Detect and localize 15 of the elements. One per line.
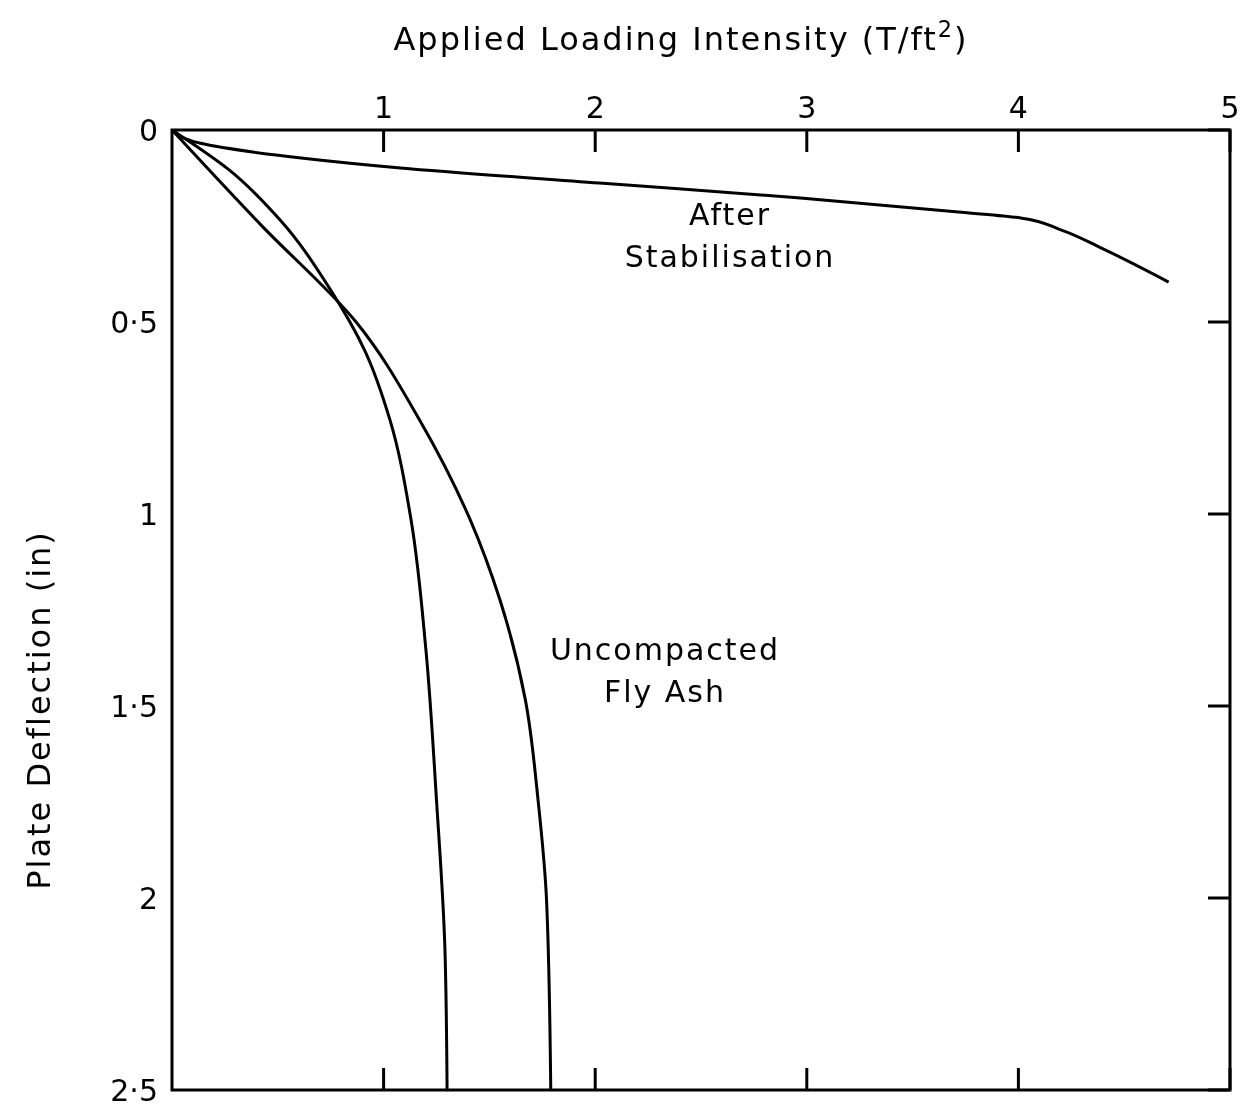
y-tick-label: 2·5 [110,1072,158,1106]
x-tick-label: 4 [1008,90,1028,125]
y-tick-label: 1 [138,496,158,532]
y-tick-label: 0·5 [110,304,158,340]
y-tick-label: 1·5 [110,688,158,724]
annotation: After Stabilisation [624,197,836,274]
x-axis-title: Applied Loading Intensity (T/ft$^{2}$) [393,16,969,58]
y-tick-label: 0 [138,112,158,148]
x-tick-label: 2 [585,90,605,125]
x-tick-label: 3 [797,90,817,125]
x-tick-label: 5 [1220,90,1240,125]
y-tick-label: 2 [138,880,158,916]
y-axis-title: Plate Deflection (in) [20,530,58,890]
x-tick-label: 1 [374,90,394,125]
annotation: Uncompacted Fly Ash [549,632,781,709]
